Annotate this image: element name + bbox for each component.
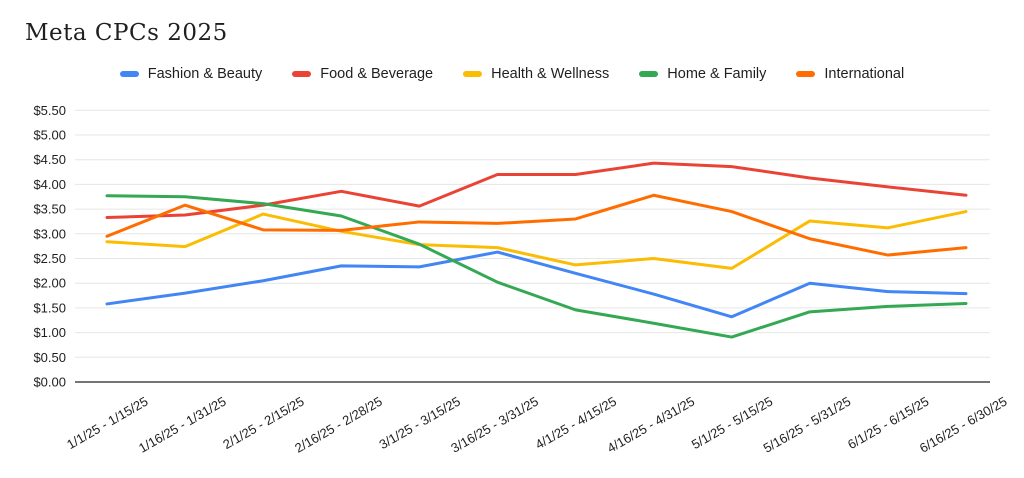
x-axis-label: 5/16/25 - 5/31/25 xyxy=(761,394,854,456)
series-line-home-family xyxy=(105,194,968,339)
legend-label-health-wellness: Health & Wellness xyxy=(491,66,610,82)
series-line-international xyxy=(105,193,968,257)
legend-label-fashion-beauty: Fashion & Beauty xyxy=(147,66,263,82)
legend-label-international: International xyxy=(824,66,905,82)
series-line-food-beverage xyxy=(105,161,968,219)
series-line-health-wellness xyxy=(105,210,968,270)
legend-swatch-international xyxy=(796,71,816,77)
y-tick-label: $5.00 xyxy=(33,128,66,143)
y-tick-label: $4.00 xyxy=(33,177,66,192)
legend-swatch-health-wellness xyxy=(463,71,483,77)
x-axis-label: 6/16/25 - 6/30/25 xyxy=(917,394,1010,456)
x-axis-label: 1/16/25 - 1/31/25 xyxy=(136,394,229,456)
legend-item-fashion-beauty: Fashion & Beauty xyxy=(119,66,263,82)
series-line-fashion-beauty xyxy=(105,250,968,319)
x-axis-label: 4/16/25 - 4/31/25 xyxy=(604,394,697,456)
legend-item-food-beverage: Food & Beverage xyxy=(292,66,433,82)
y-tick-label: $4.50 xyxy=(33,152,66,167)
y-tick-label: $0.00 xyxy=(33,375,66,390)
x-axis-label: 3/16/25 - 3/31/25 xyxy=(448,394,541,456)
legend-swatch-food-beverage xyxy=(292,71,312,77)
y-tick-label: $2.00 xyxy=(33,276,66,291)
legend-item-home-family: Home & Family xyxy=(639,66,766,82)
x-axis-label: 2/16/25 - 2/28/25 xyxy=(292,394,385,456)
legend-label-home-family: Home & Family xyxy=(667,66,767,82)
legend-swatch-fashion-beauty xyxy=(119,71,139,77)
legend-swatch-home-family xyxy=(639,71,659,77)
y-tick-label: $3.00 xyxy=(33,226,66,241)
y-tick-label: $1.00 xyxy=(33,325,66,340)
y-tick-label: $5.50 xyxy=(33,103,66,118)
y-tick-label: $2.50 xyxy=(33,251,66,266)
chart-legend: Fashion & Beauty Food & Beverage Health … xyxy=(0,66,1024,82)
chart-title: Meta CPCs 2025 xyxy=(25,20,228,46)
legend-label-food-beverage: Food & Beverage xyxy=(320,66,434,82)
legend-item-international: International xyxy=(796,66,904,82)
y-tick-label: $0.50 xyxy=(33,350,66,365)
legend-item-health-wellness: Health & Wellness xyxy=(463,66,609,82)
y-tick-label: $3.50 xyxy=(33,202,66,217)
y-tick-label: $1.50 xyxy=(33,300,66,315)
